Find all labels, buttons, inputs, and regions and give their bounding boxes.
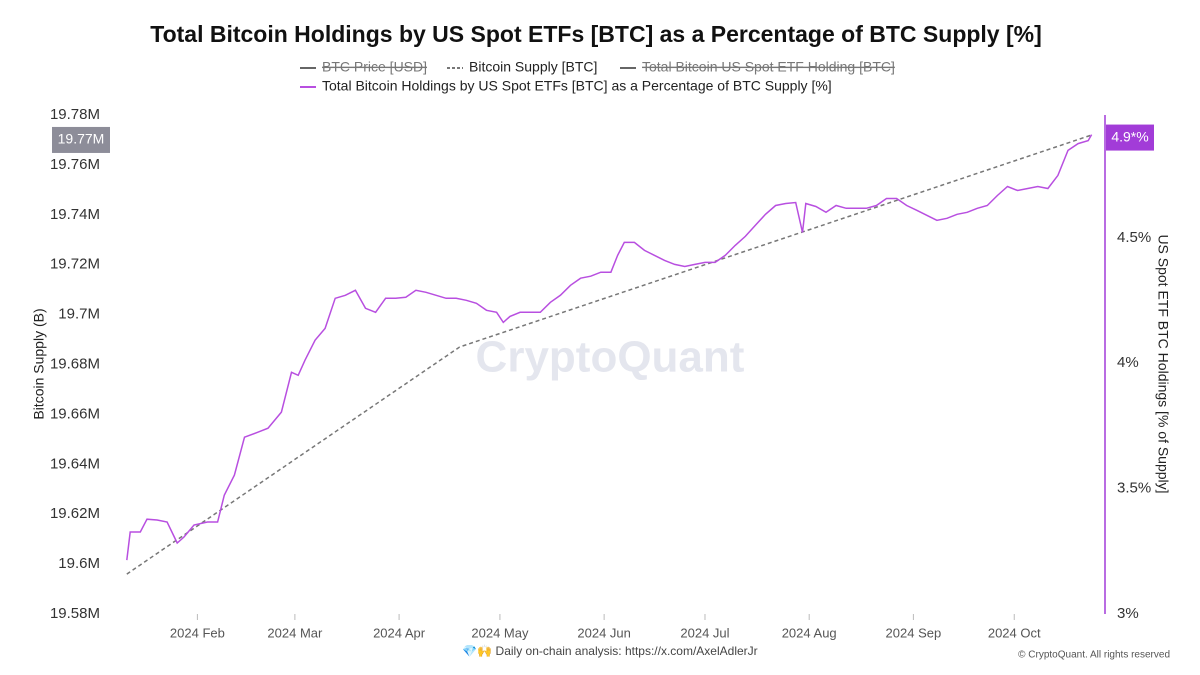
x-tick-label: 2024 Jul (680, 625, 729, 640)
copyright: © CryptoQuant. All rights reserved (1018, 650, 1170, 661)
x-tick-label: 2024 Feb (170, 625, 225, 640)
x-tick-label: 2024 Oct (988, 625, 1041, 640)
value-badge (52, 126, 110, 153)
series-line (126, 134, 1093, 561)
value-badge (1106, 124, 1154, 151)
x-tick-label: 2024 Aug (782, 625, 837, 640)
y-tick-label: 19.68M (50, 355, 100, 372)
x-tick-label: 2024 Mar (267, 625, 323, 640)
y-tick-label: 19.7M (58, 306, 100, 323)
value-badge-label: 4.9*% (1111, 128, 1148, 144)
y2-tick-label: 4.5% (1117, 229, 1151, 246)
legend-label[interactable]: Total Bitcoin US Spot ETF Holding [BTC] (642, 59, 895, 75)
x-tick-label: 2024 Jun (577, 625, 631, 640)
y-axis-label: Bitcoin Supply (B) (31, 308, 47, 419)
y-tick-label: 19.76M (50, 156, 100, 173)
y2-tick-label: 4% (1117, 354, 1139, 371)
chart-title: Total Bitcoin Holdings by US Spot ETFs [… (150, 21, 1042, 47)
x-tick-label: 2024 Sep (886, 625, 942, 640)
x-tick-label: 2024 Apr (373, 625, 426, 640)
y-tick-label: 19.6M (58, 555, 100, 572)
series-line (126, 134, 1092, 575)
y-tick-label: 19.58M (50, 605, 100, 622)
y2-tick-label: 3% (1117, 605, 1139, 622)
footer: 💎🙌 Daily on-chain analysis: https://x.co… (462, 644, 757, 658)
legend-label[interactable]: BTC Price [USD] (322, 59, 427, 75)
y2-axis-label: US Spot ETF BTC Holdings [% of Supply] (1155, 234, 1171, 493)
y-tick-label: 19.66M (50, 405, 100, 422)
y-tick-label: 19.74M (50, 206, 100, 223)
y-tick-label: 19.64M (50, 455, 100, 472)
value-badge-label: 19.77M (58, 131, 105, 147)
x-tick-label: 2024 May (471, 625, 529, 640)
y2-tick-label: 3.5% (1117, 480, 1151, 497)
y-tick-label: 19.62M (50, 505, 100, 522)
legend-label[interactable]: Bitcoin Supply [BTC] (469, 59, 597, 75)
legend-label[interactable]: Total Bitcoin Holdings by US Spot ETFs [… (322, 78, 832, 94)
watermark: CryptoQuant (476, 333, 745, 382)
y-tick-label: 19.78M (50, 106, 100, 123)
y-tick-label: 19.72M (50, 256, 100, 273)
